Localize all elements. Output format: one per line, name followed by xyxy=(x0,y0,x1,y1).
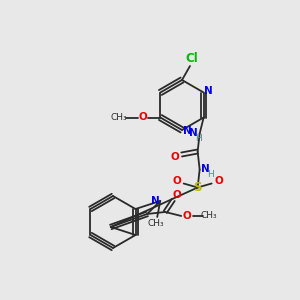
Text: O: O xyxy=(139,112,148,122)
Text: CH₃: CH₃ xyxy=(201,212,217,220)
Text: S: S xyxy=(194,181,202,194)
Text: O: O xyxy=(183,211,192,221)
Text: O: O xyxy=(170,152,179,161)
Text: H: H xyxy=(195,134,202,143)
Text: CH₃: CH₃ xyxy=(110,113,127,122)
Text: N: N xyxy=(151,196,160,206)
Text: N: N xyxy=(201,164,210,173)
Text: O: O xyxy=(173,190,182,200)
Text: Cl: Cl xyxy=(186,52,198,65)
Text: CH₃: CH₃ xyxy=(148,220,165,229)
Text: H: H xyxy=(207,170,214,179)
Text: N: N xyxy=(183,126,191,136)
Text: N: N xyxy=(189,128,198,137)
Text: O: O xyxy=(214,176,223,185)
Text: N: N xyxy=(204,86,213,97)
Text: O: O xyxy=(172,176,181,185)
